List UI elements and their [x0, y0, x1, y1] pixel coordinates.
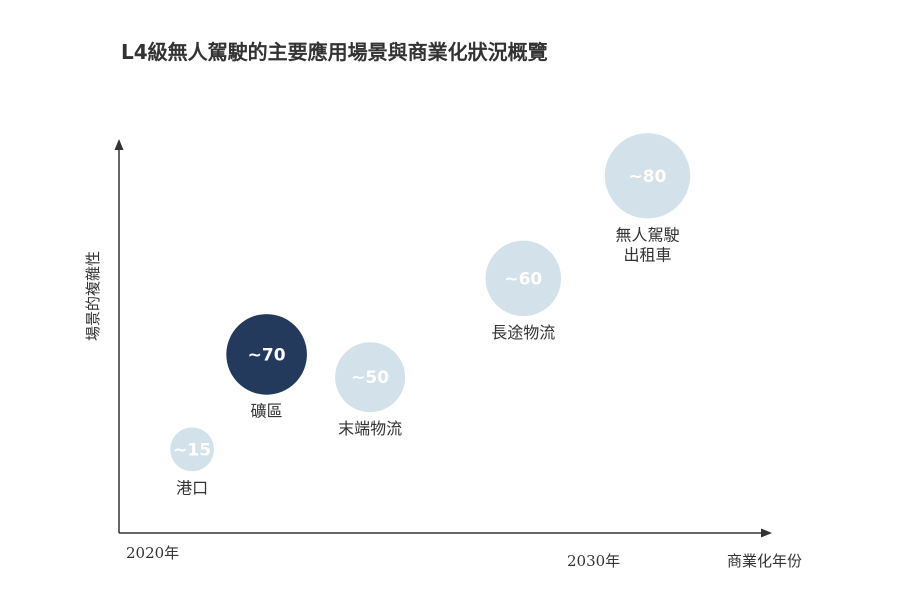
x-tick-label-2020: 2020年 — [126, 544, 179, 562]
bubble — [170, 427, 214, 472]
bubble-value-label: ~15 — [173, 440, 211, 460]
bubble-value-label: ~60 — [504, 269, 542, 289]
bubble — [226, 314, 307, 395]
bubble-category-label: 礦區 — [251, 402, 283, 421]
y-axis-label: 場景的複雜性 — [84, 251, 102, 341]
bubble-category-label: 末端物流 — [338, 419, 402, 438]
y-axis-arrow — [114, 139, 124, 150]
bubble-category-label: 出租車 — [623, 245, 671, 264]
x-axis-label: 商業化年份 — [727, 552, 802, 570]
x-tick-label-2030: 2030年 — [567, 552, 620, 570]
bubble-category-label: 港口 — [176, 478, 208, 497]
axes — [114, 139, 772, 538]
bubble-value-label: ~80 — [629, 167, 667, 187]
chart-title: L4級無人駕駛的主要應用場景與商業化狀況概覽 — [121, 40, 548, 64]
x-axis-arrow — [761, 528, 772, 538]
bubble — [604, 133, 691, 219]
bubble-category-label: 無人駕駛 — [615, 225, 679, 244]
bubble-value-label: ~70 — [248, 345, 286, 365]
bubble — [485, 240, 562, 317]
bubble-category-label: 長途物流 — [491, 323, 555, 342]
bubble-value-label: ~50 — [351, 368, 389, 388]
bubble — [335, 342, 406, 413]
